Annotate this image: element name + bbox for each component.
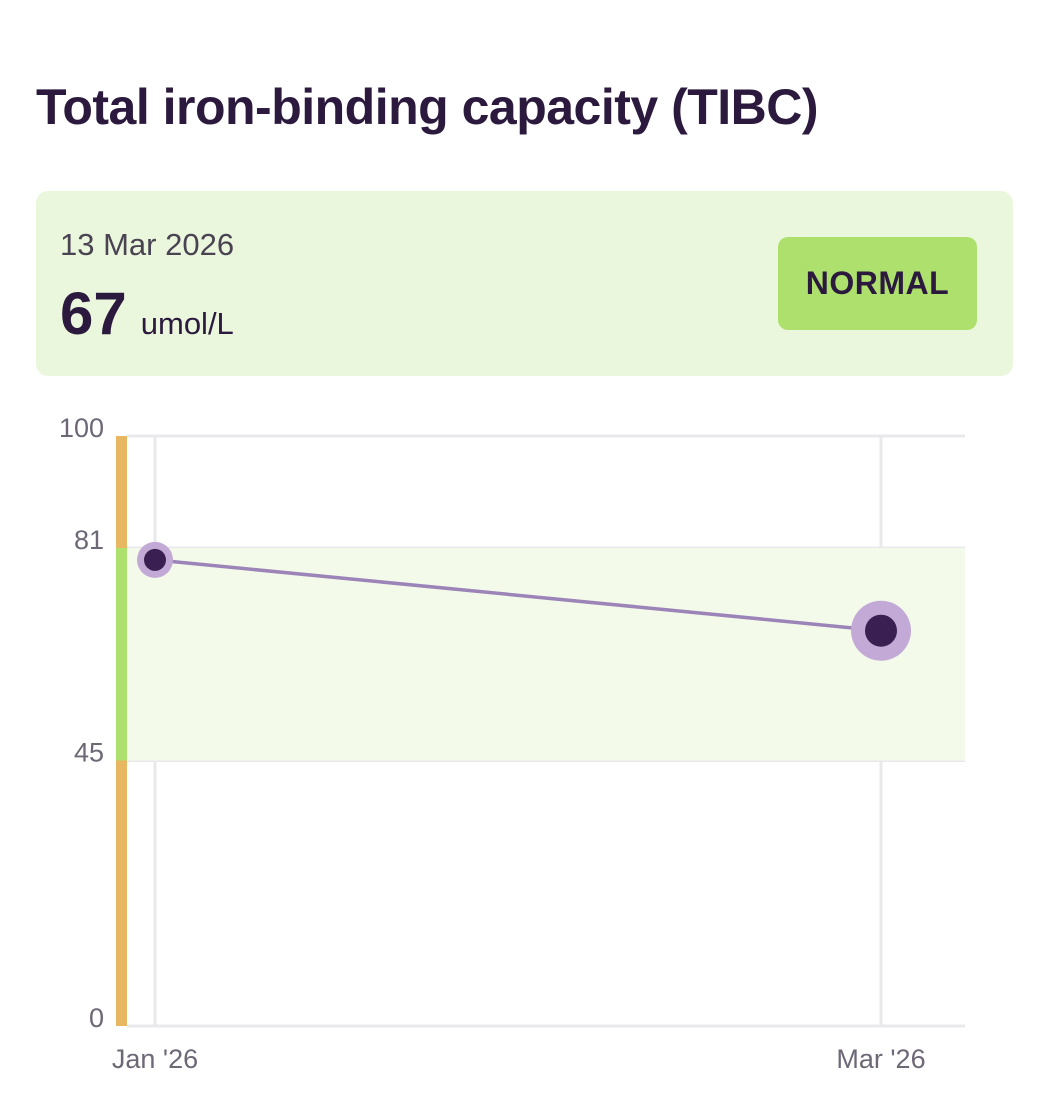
y-axis-tick-labels: 0 45 81 100 [59,413,104,1033]
range-bar-low [116,760,127,1026]
series-line [154,558,882,633]
data-point[interactable] [144,548,166,571]
range-indicator-bar [116,436,127,1026]
latest-result-card: 13 Mar 2026 67 umol/L NORMAL [36,191,1013,376]
data-points [137,541,911,661]
result-value: 67 [60,280,127,347]
page-title: Total iron-binding capacity (TIBC) [36,79,819,135]
y-tick-label: 81 [74,525,104,555]
y-tick-label: 100 [59,413,104,443]
y-tick-label: 45 [74,738,104,768]
series-line-layer [154,558,882,633]
result-date: 13 Mar 2026 [60,227,235,262]
range-bar-high [116,436,127,549]
result-unit: umol/L [140,306,234,341]
y-tick-label: 0 [89,1003,104,1033]
x-tick-label: Jan '26 [112,1044,198,1074]
status-badge: NORMAL [778,237,977,330]
normal-range-band [127,548,965,761]
x-axis-tick-labels: Jan '26 Mar '26 [112,1044,926,1074]
normal-range-fill [127,548,965,761]
result-value-row: 67 umol/L [60,279,234,348]
x-tick-label: Mar '26 [836,1044,925,1074]
range-bar-normal [116,548,127,761]
data-point-latest[interactable] [865,614,897,647]
